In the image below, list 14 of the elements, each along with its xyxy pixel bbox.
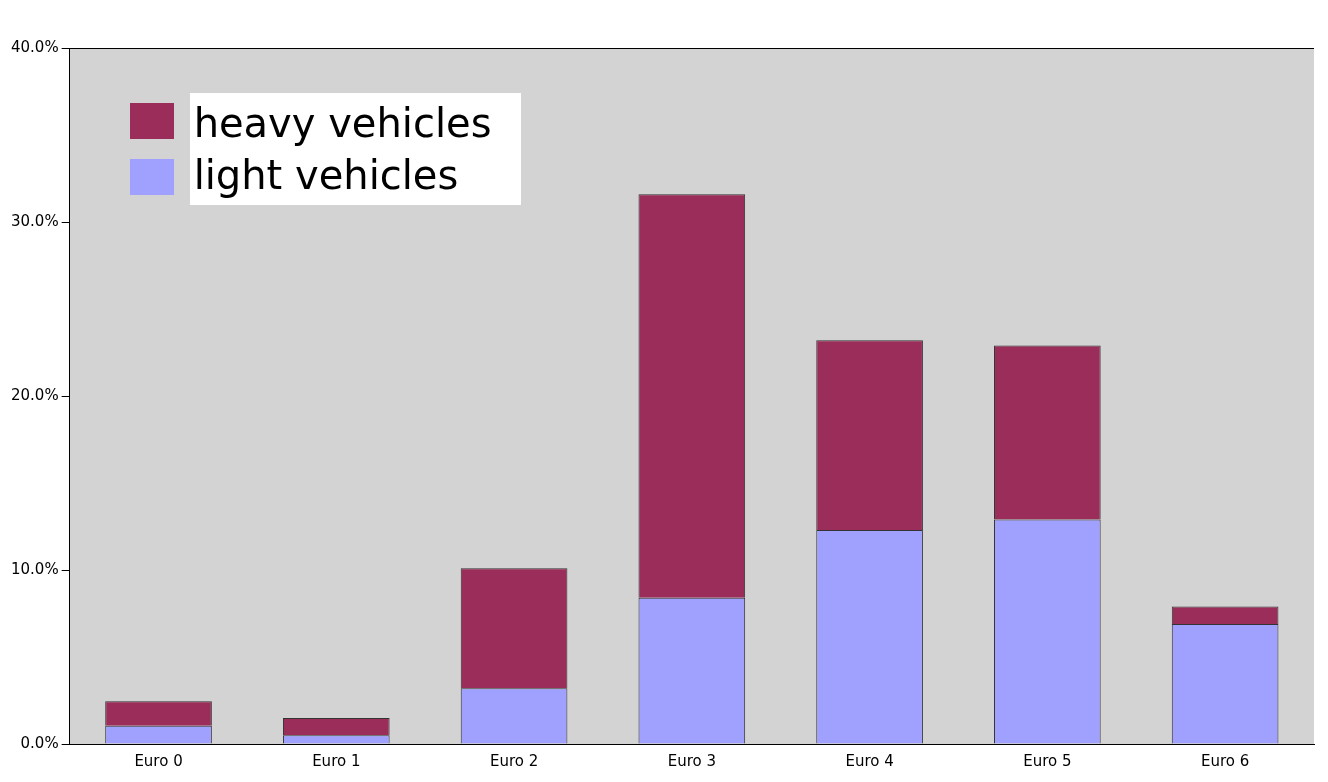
x-tick-label: Euro 3: [667, 751, 716, 770]
x-tick-label: Euro 2: [489, 751, 539, 770]
y-tick-label: 10.0%: [11, 559, 59, 578]
y-tick-label: 40.0%: [11, 37, 59, 56]
x-tick-label: Euro 1: [312, 751, 361, 770]
x-tick-label: Euro 5: [1023, 751, 1072, 770]
y-tick-label: 30.0%: [11, 211, 59, 230]
x-tick-label: Euro 0: [134, 751, 183, 770]
y-tick-label: 0.0%: [20, 733, 59, 752]
y-tick-label: 20.0%: [11, 385, 59, 404]
x-tick-label: Euro 4: [845, 751, 894, 770]
legend-label: light vehicles: [193, 151, 460, 200]
legend-label: heavy vehicles: [193, 99, 492, 148]
x-tick-label: Euro 6: [1200, 751, 1250, 770]
